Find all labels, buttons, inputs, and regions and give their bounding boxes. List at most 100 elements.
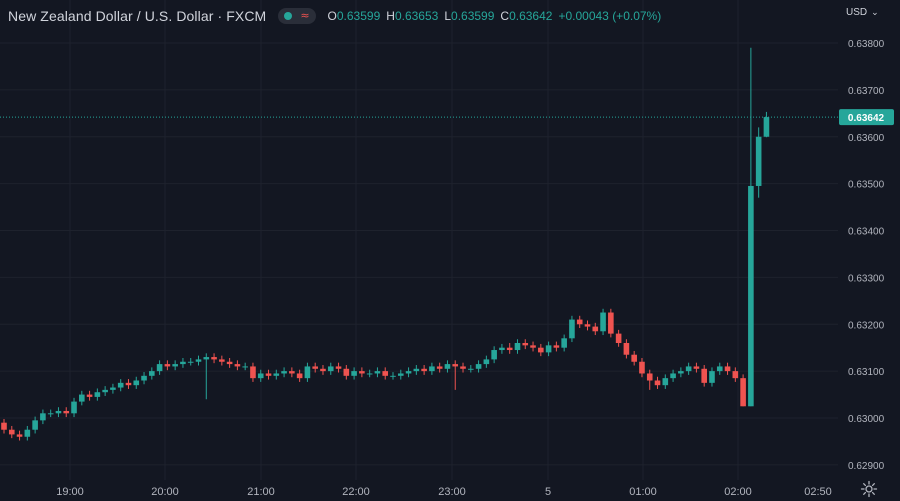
candle-body xyxy=(281,371,287,374)
chart-header: New Zealand Dollar / U.S. Dollar · FXCM … xyxy=(8,6,661,26)
status-pill[interactable]: ≈ xyxy=(278,8,316,24)
candle-body xyxy=(141,375,147,381)
candle-body xyxy=(343,368,350,376)
candle-body xyxy=(576,319,583,325)
low-value: 0.63599 xyxy=(451,9,495,23)
candle-body xyxy=(514,343,521,351)
x-tick-label: 20:00 xyxy=(151,486,179,498)
last-price-label: 0.63642 xyxy=(848,113,885,124)
x-tick-label: 01:00 xyxy=(629,486,657,498)
candle-body xyxy=(172,364,178,367)
candle-body xyxy=(545,345,552,353)
candle-body xyxy=(289,371,295,374)
candle-body xyxy=(615,333,622,343)
candle-body xyxy=(530,345,536,348)
candle-body xyxy=(63,410,70,414)
candle-body xyxy=(203,357,210,360)
x-tick-label: 5 xyxy=(545,486,551,498)
candle-body xyxy=(623,343,630,355)
candle-body xyxy=(195,359,202,362)
candle-body xyxy=(499,347,505,351)
candle-body xyxy=(47,413,54,415)
candle-body xyxy=(327,366,334,372)
candle-body xyxy=(538,347,544,353)
close-value: 0.63642 xyxy=(509,9,553,23)
candle-body xyxy=(413,368,420,372)
candle-body xyxy=(335,366,342,369)
candle-body xyxy=(646,373,653,381)
candle-body xyxy=(125,382,132,386)
candle-body xyxy=(592,326,599,332)
candle-body xyxy=(483,359,490,365)
candle-body xyxy=(1,422,7,430)
currency-label: USD xyxy=(846,7,868,18)
candle-body xyxy=(79,394,85,402)
candle-body xyxy=(180,361,186,365)
candle-body xyxy=(187,361,194,363)
candle-body xyxy=(397,373,404,376)
candle-body xyxy=(226,361,233,365)
candle-body xyxy=(117,382,124,388)
y-tick-label: 0.63400 xyxy=(848,227,885,238)
x-tick-label: 02:50 xyxy=(804,486,832,498)
candle-body xyxy=(94,392,101,397)
candle-body xyxy=(429,366,435,372)
candle-body xyxy=(460,366,466,369)
candle-body xyxy=(86,394,93,397)
candle-body xyxy=(678,371,684,374)
x-tick-label: 02:00 xyxy=(724,486,752,498)
ohlc-legend: O 0.63599 H 0.63653 L 0.63599 C 0.63642 +0.0… xyxy=(328,9,662,23)
candle-body xyxy=(693,366,700,369)
candle-body xyxy=(491,350,497,360)
candle-body xyxy=(701,368,707,383)
open-label: O xyxy=(327,9,337,23)
y-tick-label: 0.63300 xyxy=(848,273,885,284)
y-tick-label: 0.62900 xyxy=(848,461,885,472)
chevron-down-icon: ⌄ xyxy=(871,7,879,18)
high-label: H xyxy=(386,9,395,23)
high-value: 0.63653 xyxy=(394,9,439,23)
candle-body xyxy=(506,347,513,351)
candle-body xyxy=(709,371,715,383)
candle-body xyxy=(631,354,637,362)
candle-body xyxy=(312,366,318,369)
candle-body xyxy=(110,387,116,390)
y-tick-label: 0.63200 xyxy=(848,320,885,331)
candle-body xyxy=(219,359,225,362)
settings-gear-icon[interactable] xyxy=(860,480,878,498)
y-tick-label: 0.63000 xyxy=(848,414,885,425)
last-price-tag xyxy=(839,109,894,126)
currency-selector[interactable]: USD ⌄ xyxy=(846,7,879,18)
candle-body xyxy=(763,117,770,137)
candle-body xyxy=(8,429,15,435)
market-open-dot-icon xyxy=(284,12,293,20)
candle-body xyxy=(468,368,474,370)
candle-body xyxy=(390,375,396,377)
candle-body xyxy=(755,136,762,186)
candle-body xyxy=(475,364,482,369)
candle-body xyxy=(569,319,575,339)
x-tick-label: 21:00 xyxy=(247,486,275,498)
candle-body xyxy=(250,366,256,379)
candle-body xyxy=(639,361,645,374)
candle-body xyxy=(670,373,676,379)
candle-body xyxy=(16,434,23,437)
candle-body xyxy=(740,378,746,407)
low-label: L xyxy=(444,9,452,23)
candle-body xyxy=(133,380,140,386)
candle-body xyxy=(405,371,412,374)
candle-body xyxy=(522,343,529,346)
close-label: C xyxy=(500,9,510,23)
symbol-title[interactable]: New Zealand Dollar / U.S. Dollar · FXCM xyxy=(8,8,267,24)
candle-body xyxy=(608,312,614,334)
candle-body xyxy=(382,371,389,376)
candle-body xyxy=(24,429,31,437)
candle-body xyxy=(351,371,357,376)
change-value: +0.00043 (+0.07%) xyxy=(558,9,662,23)
candle-body xyxy=(257,373,264,379)
open-value: 0.63599 xyxy=(336,9,381,23)
wave-icon: ≈ xyxy=(300,9,310,22)
y-tick-label: 0.63100 xyxy=(848,367,885,378)
candle-body xyxy=(584,324,591,327)
